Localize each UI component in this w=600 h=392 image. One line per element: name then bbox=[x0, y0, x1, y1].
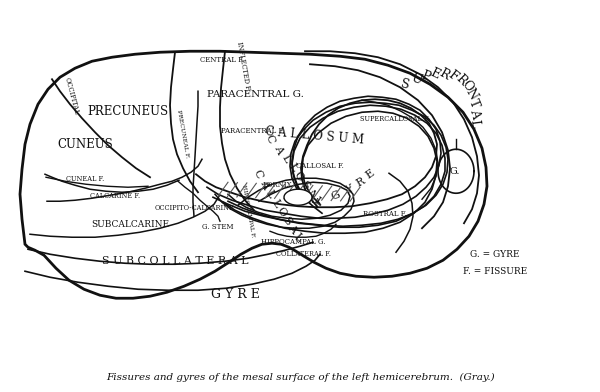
Text: F: F bbox=[446, 69, 460, 84]
Text: CUNEAL F.: CUNEAL F. bbox=[66, 175, 104, 183]
Text: T: T bbox=[466, 97, 482, 109]
Text: S U B C O L L A T E R A L: S U B C O L L A T E R A L bbox=[102, 256, 248, 266]
Text: E: E bbox=[428, 66, 442, 82]
Text: COLLATERAL F.: COLLATERAL F. bbox=[275, 250, 331, 258]
Text: C: C bbox=[252, 169, 264, 180]
Text: R: R bbox=[437, 66, 451, 82]
Text: S: S bbox=[299, 179, 311, 191]
Text: C: C bbox=[264, 134, 276, 145]
Text: SUBCALCARINE: SUBCALCARINE bbox=[91, 220, 169, 229]
Text: G.: G. bbox=[450, 167, 460, 176]
Polygon shape bbox=[284, 189, 312, 205]
Text: O: O bbox=[458, 78, 475, 94]
Text: G. = GYRE: G. = GYRE bbox=[470, 250, 520, 259]
Text: CUNEUS: CUNEUS bbox=[57, 138, 113, 151]
Text: R: R bbox=[453, 72, 469, 88]
Text: PRECUNEUS: PRECUNEUS bbox=[88, 105, 169, 118]
Text: A: A bbox=[305, 187, 317, 200]
Text: PRECUNEAL F.: PRECUNEAL F. bbox=[176, 110, 190, 159]
Text: INFLECTED F.: INFLECTED F. bbox=[235, 41, 251, 92]
Text: L: L bbox=[292, 231, 304, 243]
Text: PARACENTRAL F.: PARACENTRAL F. bbox=[221, 127, 284, 135]
Text: Fissures and gyres of the mesal surface of the left hemicerebrum.  (Gray.): Fissures and gyres of the mesal surface … bbox=[106, 373, 494, 382]
Text: E: E bbox=[364, 168, 376, 181]
Text: L: L bbox=[264, 189, 276, 200]
Text: G: G bbox=[330, 189, 342, 201]
Text: L: L bbox=[312, 195, 324, 207]
Polygon shape bbox=[20, 51, 487, 298]
Text: N: N bbox=[463, 86, 479, 102]
Text: O: O bbox=[292, 169, 306, 183]
Text: L: L bbox=[280, 152, 292, 164]
Text: U: U bbox=[409, 71, 423, 87]
Text: A: A bbox=[286, 223, 298, 236]
Text: CALLOSAL F.: CALLOSAL F. bbox=[296, 162, 344, 170]
Text: CENTRAL F.: CENTRAL F. bbox=[200, 56, 244, 64]
Text: O: O bbox=[274, 206, 288, 219]
Text: L: L bbox=[287, 162, 299, 173]
Text: R: R bbox=[354, 176, 366, 189]
Text: PORTA: PORTA bbox=[296, 197, 320, 205]
Text: S: S bbox=[399, 77, 411, 92]
Text: P: P bbox=[419, 69, 433, 84]
Text: HIPPOCAMPAL G.: HIPPOCAMPAL G. bbox=[261, 238, 325, 246]
Text: A: A bbox=[258, 178, 270, 190]
Text: FORNIX: FORNIX bbox=[262, 181, 292, 189]
Text: Y: Y bbox=[344, 183, 355, 195]
Text: A: A bbox=[272, 143, 284, 155]
Text: OCCIPITO-CALCARINE: OCCIPITO-CALCARINE bbox=[155, 204, 235, 212]
Text: A: A bbox=[467, 107, 482, 119]
Text: G Y R E: G Y R E bbox=[211, 288, 259, 301]
Text: L: L bbox=[467, 118, 481, 128]
Text: ROSTRAL F.: ROSTRAL F. bbox=[363, 210, 407, 218]
Text: PARACENTRAL G.: PARACENTRAL G. bbox=[206, 90, 304, 99]
Text: HIPPOCAMPAL F.: HIPPOCAMPAL F. bbox=[241, 184, 255, 238]
Text: L: L bbox=[270, 198, 282, 209]
Text: OCCIPITAL: OCCIPITAL bbox=[63, 77, 81, 116]
Text: G. STEM: G. STEM bbox=[202, 223, 234, 231]
Text: S: S bbox=[281, 215, 293, 227]
Text: C A L L O S U M: C A L L O S U M bbox=[265, 125, 365, 147]
Text: SUPERCALLOSAL F.: SUPERCALLOSAL F. bbox=[360, 115, 430, 123]
Text: F. = FISSURE: F. = FISSURE bbox=[463, 267, 527, 276]
Text: CALCARINE F.: CALCARINE F. bbox=[90, 192, 140, 200]
